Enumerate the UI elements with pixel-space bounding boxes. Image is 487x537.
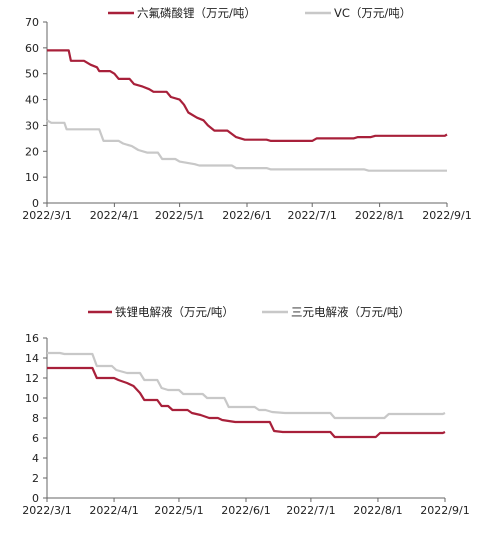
x-tick-label: 2022/7/1 — [288, 209, 337, 222]
y-tick-label: 4 — [32, 452, 39, 465]
chart-lithium-hexafluorophosphate-vc: 0 10 20 30 40 50 60 70 2022/3/1 2022/4/1 2022/5/1 2… — [22, 6, 471, 222]
x-tick-label: 2022/9/1 — [422, 209, 471, 222]
legend-label-0: 六氟磷酸锂（万元/吨） — [137, 6, 256, 20]
y-tick-label: 70 — [25, 16, 39, 29]
y-tick-label: 0 — [32, 197, 39, 210]
x-tick-label: 2022/8/1 — [355, 209, 404, 222]
legend-label-1: VC（万元/吨） — [334, 6, 411, 20]
x-tick-label: 2022/3/1 — [22, 504, 71, 517]
y-tick-label: 6 — [32, 432, 39, 445]
series-line-0 — [47, 366, 446, 439]
y-tick-label: 50 — [25, 68, 39, 81]
y-tick-label: 20 — [25, 145, 39, 158]
x-tick-label: 2022/5/1 — [155, 209, 204, 222]
series-line-1 — [46, 119, 447, 172]
series-line-1 — [47, 351, 446, 420]
legend-label-0: 铁锂电解液（万元/吨） — [115, 305, 234, 319]
y-tick-label: 2 — [32, 472, 39, 485]
y-tick-label: 0 — [32, 492, 39, 505]
x-tick-label: 2022/3/1 — [22, 209, 71, 222]
y-tick-label: 12 — [25, 372, 39, 385]
x-tick-label: 2022/6/1 — [222, 209, 271, 222]
x-tick-label: 2022/4/1 — [89, 504, 138, 517]
x-tick-label: 2022/5/1 — [154, 504, 203, 517]
y-tick-label: 16 — [25, 332, 39, 345]
x-tick-label: 2022/9/1 — [420, 504, 469, 517]
x-tick-label: 2022/6/1 — [221, 504, 270, 517]
series-line-0 — [47, 49, 448, 142]
x-tick-label: 2022/4/1 — [90, 209, 139, 222]
y-tick-label: 40 — [25, 94, 39, 107]
y-tick-label: 30 — [25, 119, 39, 132]
y-tick-label: 10 — [25, 392, 39, 405]
y-tick-label: 8 — [32, 412, 39, 425]
y-tick-label: 60 — [25, 42, 39, 55]
y-tick-label: 10 — [25, 171, 39, 184]
legend-label-1: 三元电解液（万元/吨） — [291, 305, 410, 319]
chart-electrolyte-prices: 0 2 4 6 8 10 12 14 16 2022/3/1 2022/4/1 2022/5/1 202… — [22, 305, 469, 517]
x-tick-label: 2022/7/1 — [286, 504, 335, 517]
y-tick-label: 14 — [25, 352, 39, 365]
x-tick-label: 2022/8/1 — [353, 504, 402, 517]
